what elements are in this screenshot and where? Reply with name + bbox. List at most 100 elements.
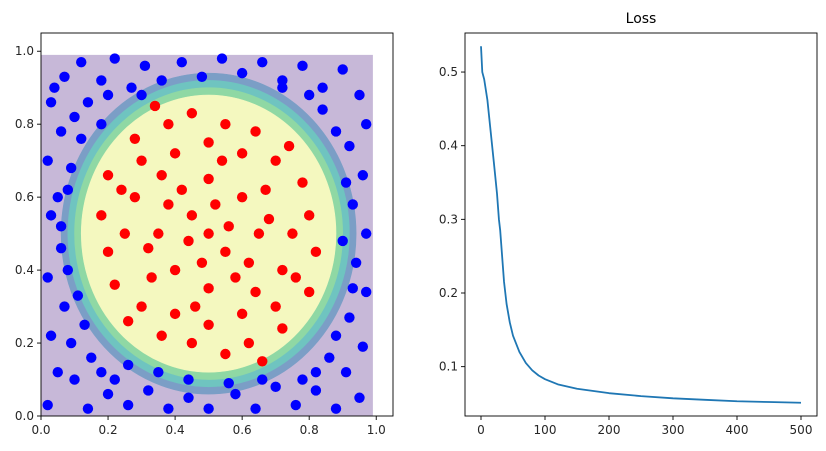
- scatter-point-outside: [297, 60, 308, 72]
- scatter-point-outside: [52, 367, 63, 378]
- scatter-point-inside: [186, 108, 198, 119]
- scatter-plot-panel: 0.0 0.2 0.4 0.6 0.8 1.0 0.0 0.2 0.4 0.6 0.8 1.0: [15, 32, 394, 437]
- scatter-point-outside: [76, 56, 87, 68]
- scatter-point-inside: [156, 330, 167, 341]
- x-tick-label: 100: [534, 423, 557, 437]
- scatter-point-outside: [340, 177, 352, 188]
- scatter-point-outside: [96, 75, 107, 86]
- scatter-point-inside: [203, 283, 214, 294]
- scatter-point-inside: [163, 199, 174, 210]
- scatter-point-inside: [220, 348, 231, 360]
- scatter-point-outside: [59, 301, 70, 312]
- scatter-point-inside: [257, 356, 268, 367]
- scatter-point-inside: [290, 272, 301, 283]
- scatter-point-inside: [169, 308, 181, 320]
- scatter-point-outside: [223, 377, 234, 389]
- y-tick-label: 0.2: [439, 286, 458, 300]
- scatter-point-inside: [203, 319, 214, 331]
- scatter-point-inside: [203, 173, 214, 185]
- scatter-point-inside: [236, 148, 248, 159]
- scatter-point-outside: [354, 392, 365, 403]
- scatter-point-outside: [196, 71, 208, 82]
- scatter-point-outside: [257, 374, 268, 385]
- scatter-point-inside: [129, 133, 141, 144]
- loss-line: [480, 46, 802, 404]
- scatter-point-outside: [176, 56, 187, 68]
- scatter-point-outside: [42, 155, 53, 166]
- scatter-point-outside: [65, 162, 77, 174]
- scatter-point-inside: [186, 210, 198, 221]
- scatter-y-axis: 0.0 0.2 0.4 0.6 0.8 1.0: [15, 44, 41, 423]
- scatter-point-outside: [45, 97, 57, 108]
- scatter-point-outside: [62, 184, 74, 196]
- scatter-point-outside: [96, 367, 107, 378]
- scatter-point-outside: [62, 264, 74, 276]
- scatter-point-outside: [330, 126, 342, 137]
- scatter-point-inside: [250, 286, 261, 298]
- scatter-axes-frame: [40, 32, 394, 417]
- scatter-point-inside: [143, 243, 154, 254]
- scatter-point-inside: [186, 337, 198, 349]
- scatter-point-outside: [337, 64, 348, 75]
- scatter-point-outside: [203, 403, 214, 414]
- scatter-point-outside: [122, 359, 134, 371]
- scatter-point-outside: [277, 82, 288, 93]
- x-tick-label: 0.2: [99, 423, 118, 437]
- scatter-point-outside: [317, 82, 328, 93]
- x-tick-label: 500: [790, 423, 813, 437]
- scatter-point-outside: [230, 388, 241, 400]
- scatter-point-outside: [86, 352, 97, 363]
- scatter-point-inside: [310, 246, 322, 258]
- scatter-point-inside: [243, 337, 255, 349]
- scatter-point-outside: [109, 374, 120, 385]
- scatter-point-inside: [146, 272, 157, 283]
- scatter-point-inside: [129, 191, 141, 203]
- scatter-point-outside: [55, 126, 67, 137]
- scatter-point-inside: [153, 228, 164, 239]
- scatter-point-inside: [156, 170, 167, 181]
- scatter-point-inside: [109, 279, 120, 290]
- scatter-point-outside: [153, 367, 164, 378]
- scatter-point-inside: [196, 257, 208, 268]
- scatter-point-outside: [250, 403, 261, 414]
- scatter-point-outside: [45, 210, 57, 221]
- scatter-point-inside: [287, 228, 298, 239]
- scatter-point-inside: [277, 264, 288, 276]
- scatter-point-inside: [136, 301, 147, 312]
- scatter-point-outside: [102, 388, 114, 400]
- scatter-point-outside: [143, 385, 154, 396]
- scatter-point-inside: [297, 177, 308, 188]
- scatter-point-inside: [102, 246, 114, 258]
- scatter-point-outside: [347, 283, 358, 294]
- loss-chart-title: Loss: [626, 11, 657, 27]
- scatter-point-outside: [236, 67, 248, 79]
- scatter-point-inside: [236, 308, 248, 320]
- scatter-point-outside: [65, 337, 77, 349]
- scatter-point-outside: [42, 272, 53, 283]
- scatter-point-outside: [357, 170, 369, 181]
- scatter-point-outside: [55, 243, 67, 254]
- scatter-point-outside: [330, 403, 342, 414]
- scatter-point-outside: [257, 56, 268, 68]
- scatter-point-outside: [55, 221, 67, 232]
- y-tick-label: 1.0: [15, 44, 34, 58]
- scatter-point-inside: [169, 148, 181, 159]
- x-tick-label: 0: [477, 423, 485, 437]
- scatter-point-inside: [203, 228, 214, 239]
- scatter-point-outside: [49, 82, 60, 93]
- scatter-point-outside: [347, 199, 358, 210]
- scatter-point-outside: [310, 367, 322, 378]
- y-tick-label: 0.1: [439, 360, 458, 374]
- scatter-point-inside: [183, 235, 194, 247]
- scatter-point-inside: [230, 272, 241, 283]
- scatter-point-outside: [59, 71, 70, 82]
- scatter-point-inside: [119, 228, 131, 239]
- scatter-point-inside: [303, 210, 315, 221]
- scatter-point-outside: [82, 403, 94, 414]
- scatter-point-inside: [283, 140, 295, 152]
- scatter-point-inside: [270, 155, 281, 166]
- scatter-point-outside: [330, 330, 342, 341]
- scatter-point-inside: [122, 315, 134, 327]
- scatter-point-outside: [360, 228, 372, 239]
